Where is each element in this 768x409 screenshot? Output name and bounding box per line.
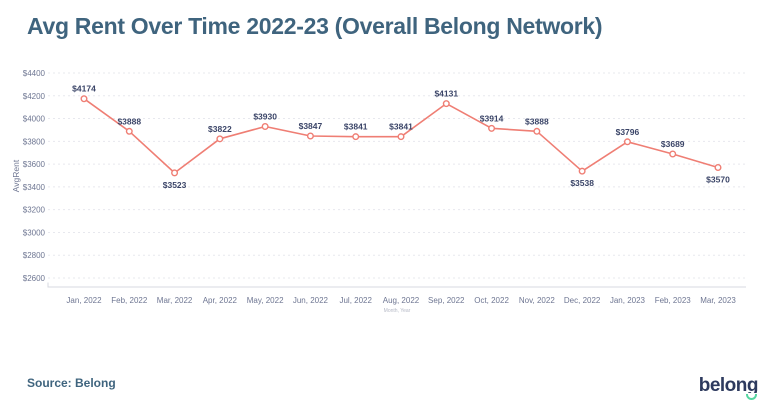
y-tick-label: $4200 — [23, 92, 46, 101]
y-tick-label: $3000 — [23, 228, 46, 237]
data-point-label: $3523 — [163, 180, 187, 190]
data-point-marker — [623, 138, 631, 146]
belong-logo-text: belong — [698, 375, 759, 396]
data-point-label: $3888 — [525, 116, 549, 126]
data-point-marker — [216, 135, 224, 143]
y-tick-label: $4000 — [23, 115, 46, 124]
data-point-marker — [306, 132, 314, 140]
data-point-label: $3841 — [344, 122, 368, 132]
x-tick-label: Feb, 2022 — [111, 296, 148, 305]
x-axis-title: Month, Year — [384, 308, 411, 314]
y-tick-label: $3800 — [23, 137, 46, 146]
x-tick-label: Dec, 2022 — [564, 296, 601, 305]
x-tick-label: Aug, 2022 — [383, 296, 420, 305]
data-point-label: $3847 — [299, 121, 323, 131]
y-tick-label: $3600 — [23, 160, 46, 169]
data-point-label: $4131 — [434, 89, 458, 99]
logo-smile-icon — [746, 394, 757, 400]
source-attribution: Source: Belong — [27, 376, 116, 390]
data-point-label: $3570 — [706, 175, 730, 185]
x-tick-label: Jul, 2022 — [339, 296, 372, 305]
x-tick-label: Oct, 2022 — [474, 296, 509, 305]
x-tick-label: Nov, 2022 — [519, 296, 555, 305]
data-point-marker — [125, 127, 133, 135]
data-point-marker — [714, 164, 722, 172]
data-point-marker — [533, 127, 541, 135]
data-point-label: $3930 — [253, 112, 277, 122]
x-tick-label: May, 2022 — [247, 296, 284, 305]
data-point-marker — [578, 167, 586, 175]
x-tick-label: Mar, 2023 — [700, 296, 736, 305]
belong-logo: belong — [698, 374, 759, 400]
data-point-label: $3796 — [616, 127, 640, 137]
data-point-label: $3888 — [117, 116, 141, 126]
x-tick-label: Sep, 2022 — [428, 296, 465, 305]
data-point-marker — [397, 133, 405, 141]
y-tick-label: $3400 — [23, 183, 46, 192]
data-point-marker — [488, 124, 496, 132]
y-tick-label: $2600 — [23, 274, 46, 283]
y-tick-label: $4400 — [23, 69, 46, 78]
x-tick-label: Apr, 2022 — [203, 296, 238, 305]
data-point-label: $3822 — [208, 124, 232, 134]
data-point-label: $3538 — [570, 178, 594, 188]
x-tick-label: Mar, 2022 — [157, 296, 193, 305]
data-point-marker — [80, 95, 88, 103]
x-axis-line — [47, 282, 746, 288]
data-point-label: $4174 — [72, 84, 96, 94]
y-axis-title: AvgRent — [11, 159, 21, 192]
y-tick-label: $3200 — [23, 206, 46, 215]
data-point-marker — [669, 150, 677, 158]
data-point-label: $3841 — [389, 122, 413, 132]
data-point-marker — [261, 123, 269, 131]
data-point-label: $3689 — [661, 139, 685, 149]
x-tick-label: Jan, 2022 — [66, 296, 102, 305]
y-tick-label: $2800 — [23, 251, 46, 260]
x-tick-label: Jun, 2022 — [293, 296, 329, 305]
data-point-label: $3914 — [480, 113, 504, 123]
data-point-marker — [442, 100, 450, 108]
data-point-marker — [171, 169, 179, 177]
chart-title: Avg Rent Over Time 2022-23 (Overall Belo… — [27, 13, 603, 39]
data-point-marker — [352, 133, 360, 141]
x-tick-label: Feb, 2023 — [655, 296, 692, 305]
x-tick-label: Jan, 2023 — [610, 296, 646, 305]
